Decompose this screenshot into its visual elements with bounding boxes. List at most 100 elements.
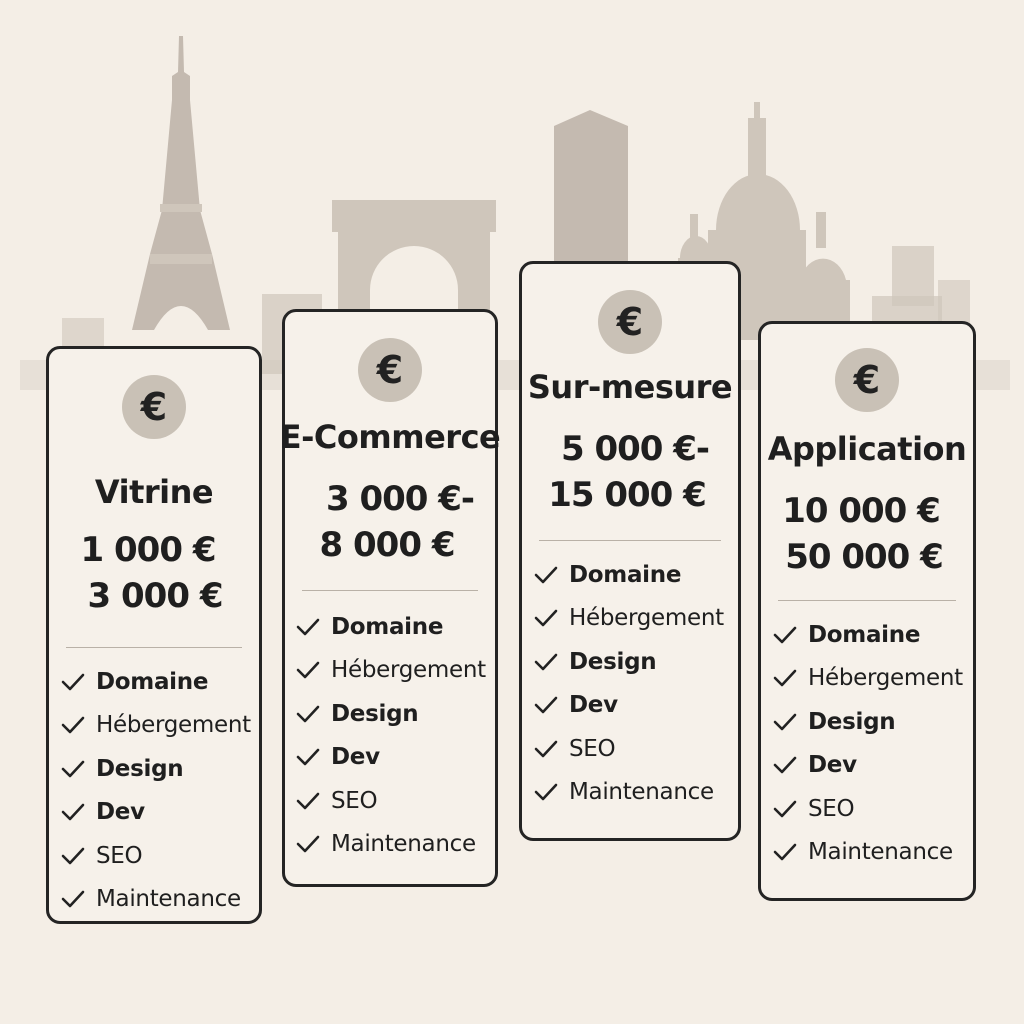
plan-price-low: 1 000 € xyxy=(80,530,217,570)
feature-item: SEO xyxy=(533,727,749,771)
feature-item: Design xyxy=(295,692,505,736)
feature-label: Domaine xyxy=(331,613,444,640)
check-icon xyxy=(296,792,320,810)
feature-label: Design xyxy=(331,700,419,727)
plan-title: Vitrine xyxy=(94,473,214,511)
check-icon xyxy=(534,740,558,758)
euro-icon: € xyxy=(358,338,422,402)
check-icon xyxy=(61,716,85,734)
feature-label: Dev xyxy=(96,799,145,826)
feature-list: Domaine Hébergement Design Dev SEO Maintenanc… xyxy=(511,553,749,814)
feature-label: Dev xyxy=(331,744,380,771)
feature-label: Hébergement xyxy=(569,605,724,632)
feature-label: Hébergement xyxy=(331,657,486,684)
divider xyxy=(301,590,479,591)
plan-price-low: 3 000 €- xyxy=(325,479,475,519)
feature-item: Dev xyxy=(295,736,505,780)
feature-label: Domaine xyxy=(569,561,682,588)
feature-item: Design xyxy=(60,747,270,791)
plan-card-application: € Application 10 000 € 50 000 € Domaine H… xyxy=(758,321,976,901)
plan-card-sur-mesure: € Sur-mesure 5 000 €- 15 000 € Domaine Hé… xyxy=(519,261,741,841)
feature-item: Domaine xyxy=(60,660,270,704)
check-icon xyxy=(61,673,85,691)
feature-item: Domaine xyxy=(772,613,984,657)
feature-item: Design xyxy=(772,700,984,744)
euro-icon: € xyxy=(122,375,186,439)
check-icon xyxy=(296,661,320,679)
divider xyxy=(539,540,721,541)
feature-item: Maintenance xyxy=(772,831,984,875)
check-icon xyxy=(296,618,320,636)
plan-card-vitrine: € Vitrine 1 000 € 3 000 € Domaine Héberge… xyxy=(46,346,262,924)
divider xyxy=(65,647,243,648)
check-icon xyxy=(61,803,85,821)
plan-price-high: 15 000 € xyxy=(548,475,707,515)
feature-item: Hébergement xyxy=(60,704,270,748)
plan-price-high: 50 000 € xyxy=(785,537,944,577)
feature-label: Maintenance xyxy=(808,839,953,866)
feature-item: SEO xyxy=(295,779,505,823)
feature-label: SEO xyxy=(331,787,378,814)
check-icon xyxy=(773,713,797,731)
check-icon xyxy=(534,609,558,627)
feature-item: Dev xyxy=(772,744,984,788)
feature-item: Dev xyxy=(60,791,270,835)
plan-title: E-Commerce xyxy=(279,418,501,456)
check-icon xyxy=(773,756,797,774)
check-icon xyxy=(534,653,558,671)
feature-label: Design xyxy=(569,648,657,675)
check-icon xyxy=(773,843,797,861)
check-icon xyxy=(534,783,558,801)
plan-price-low: 5 000 €- xyxy=(560,429,710,469)
feature-item: Hébergement xyxy=(772,657,984,701)
feature-list: Domaine Hébergement Design Dev SEO Maintenanc… xyxy=(38,660,270,921)
check-icon xyxy=(61,760,85,778)
eiffel-tower xyxy=(132,36,230,330)
feature-label: SEO xyxy=(569,735,616,762)
plan-title: Sur-mesure xyxy=(527,368,733,406)
check-icon xyxy=(296,748,320,766)
divider xyxy=(777,600,957,601)
feature-label: Maintenance xyxy=(331,831,476,858)
check-icon xyxy=(534,566,558,584)
feature-item: Hébergement xyxy=(533,597,749,641)
euro-icon: € xyxy=(835,348,899,412)
feature-label: SEO xyxy=(808,795,855,822)
check-icon xyxy=(773,669,797,687)
euro-icon: € xyxy=(598,290,662,354)
feature-item: SEO xyxy=(772,787,984,831)
check-icon xyxy=(773,626,797,644)
check-icon xyxy=(296,705,320,723)
feature-item: Domaine xyxy=(295,605,505,649)
feature-item: Dev xyxy=(533,684,749,728)
tower-block xyxy=(554,110,628,290)
check-icon xyxy=(61,847,85,865)
feature-label: SEO xyxy=(96,842,143,869)
feature-label: Design xyxy=(96,755,184,782)
feature-item: Domaine xyxy=(533,553,749,597)
feature-item: Maintenance xyxy=(60,878,270,922)
check-icon xyxy=(534,696,558,714)
feature-label: Domaine xyxy=(96,668,209,695)
feature-item: Maintenance xyxy=(295,823,505,867)
feature-label: Maintenance xyxy=(569,779,714,806)
feature-item: SEO xyxy=(60,834,270,878)
plan-price-high: 3 000 € xyxy=(87,576,224,616)
feature-label: Design xyxy=(808,708,896,735)
feature-label: Maintenance xyxy=(96,886,241,913)
arc-de-triomphe xyxy=(332,200,496,330)
check-icon xyxy=(61,890,85,908)
feature-item: Hébergement xyxy=(295,649,505,693)
feature-label: Domaine xyxy=(808,621,921,648)
check-icon xyxy=(296,835,320,853)
plan-price-high: 8 000 € xyxy=(319,525,456,565)
feature-label: Dev xyxy=(569,692,618,719)
check-icon xyxy=(773,800,797,818)
feature-label: Hébergement xyxy=(808,665,963,692)
plan-card-ecommerce: € E-Commerce 3 000 €- 8 000 € Domaine Héb… xyxy=(279,309,501,887)
feature-list: Domaine Hébergement Design Dev SEO Maintenanc… xyxy=(275,605,505,866)
feature-label: Dev xyxy=(808,752,857,779)
plan-price-low: 10 000 € xyxy=(782,491,941,531)
feature-item: Maintenance xyxy=(533,771,749,815)
feature-list: Domaine Hébergement Design Dev SEO Maintenanc… xyxy=(750,613,984,874)
